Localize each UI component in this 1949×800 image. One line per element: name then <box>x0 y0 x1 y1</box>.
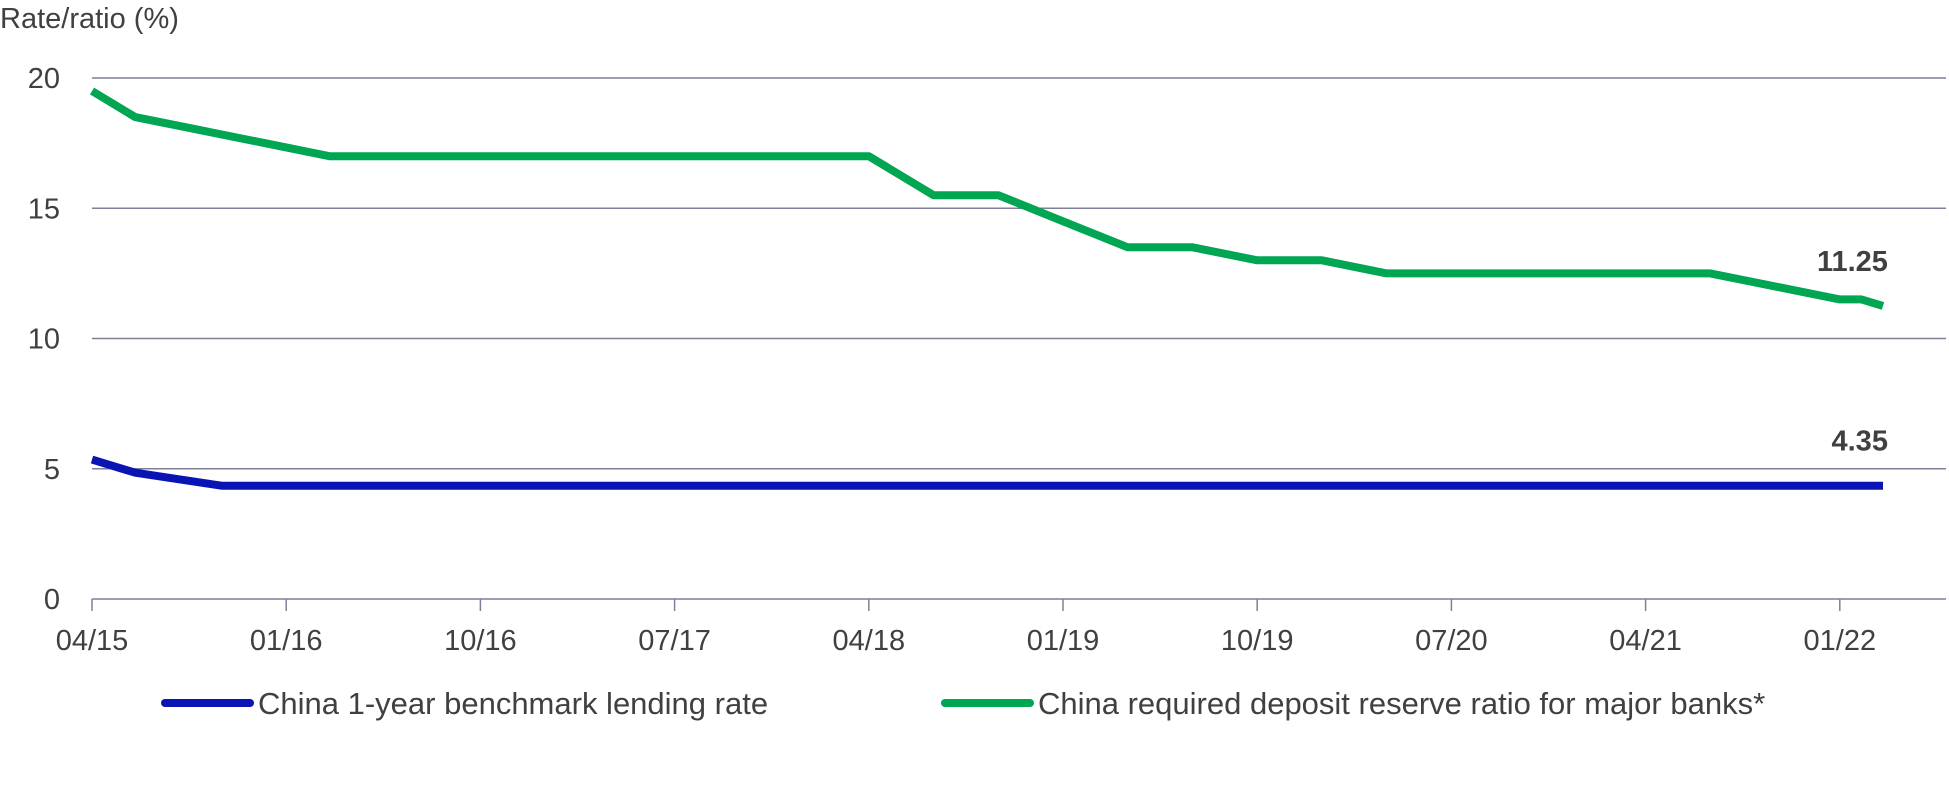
x-tick-label: 01/19 <box>1027 625 1100 657</box>
legend-label-0: China 1-year benchmark lending rate <box>258 686 768 721</box>
x-tick-label: 04/21 <box>1609 625 1682 657</box>
x-tick-label: 07/20 <box>1415 625 1488 657</box>
y-tick-label: 10 <box>28 324 60 356</box>
x-tick-label: 01/22 <box>1804 625 1877 657</box>
series-lines <box>89 87 1885 490</box>
end-labels: 4.35 11.25 <box>1817 246 1888 458</box>
y-tick-label: 0 <box>44 584 60 616</box>
y-tick-label: 5 <box>44 454 60 486</box>
x-tick-labels: 04/15 01/16 10/16 07/17 04/18 01/19 10/19 07/20… <box>56 625 1876 657</box>
axes <box>91 598 1946 611</box>
x-tick-label: 10/19 <box>1221 625 1294 657</box>
legend-label-1: China required deposit reserve ratio for… <box>1038 686 1765 721</box>
end-label-0: 4.35 <box>1832 426 1888 458</box>
y-tick-labels: 0 5 10 15 20 <box>28 63 60 616</box>
series-line-1 <box>89 87 1885 310</box>
y-axis-title: Rate/ratio (%) <box>0 3 179 35</box>
y-tick-label: 20 <box>28 63 60 95</box>
gridlines <box>92 77 1946 470</box>
x-tick-label: 01/16 <box>250 625 323 657</box>
x-tick-label: 10/16 <box>444 625 517 657</box>
end-label-1: 11.25 <box>1817 246 1888 278</box>
y-tick-label: 15 <box>28 193 60 225</box>
x-tick-label: 04/15 <box>56 625 129 657</box>
x-tick-label: 04/18 <box>833 625 906 657</box>
x-tick-label: 07/17 <box>638 625 711 657</box>
legend: China 1-year benchmark lending rate China… <box>161 686 1765 721</box>
series-line-0 <box>90 455 1883 490</box>
